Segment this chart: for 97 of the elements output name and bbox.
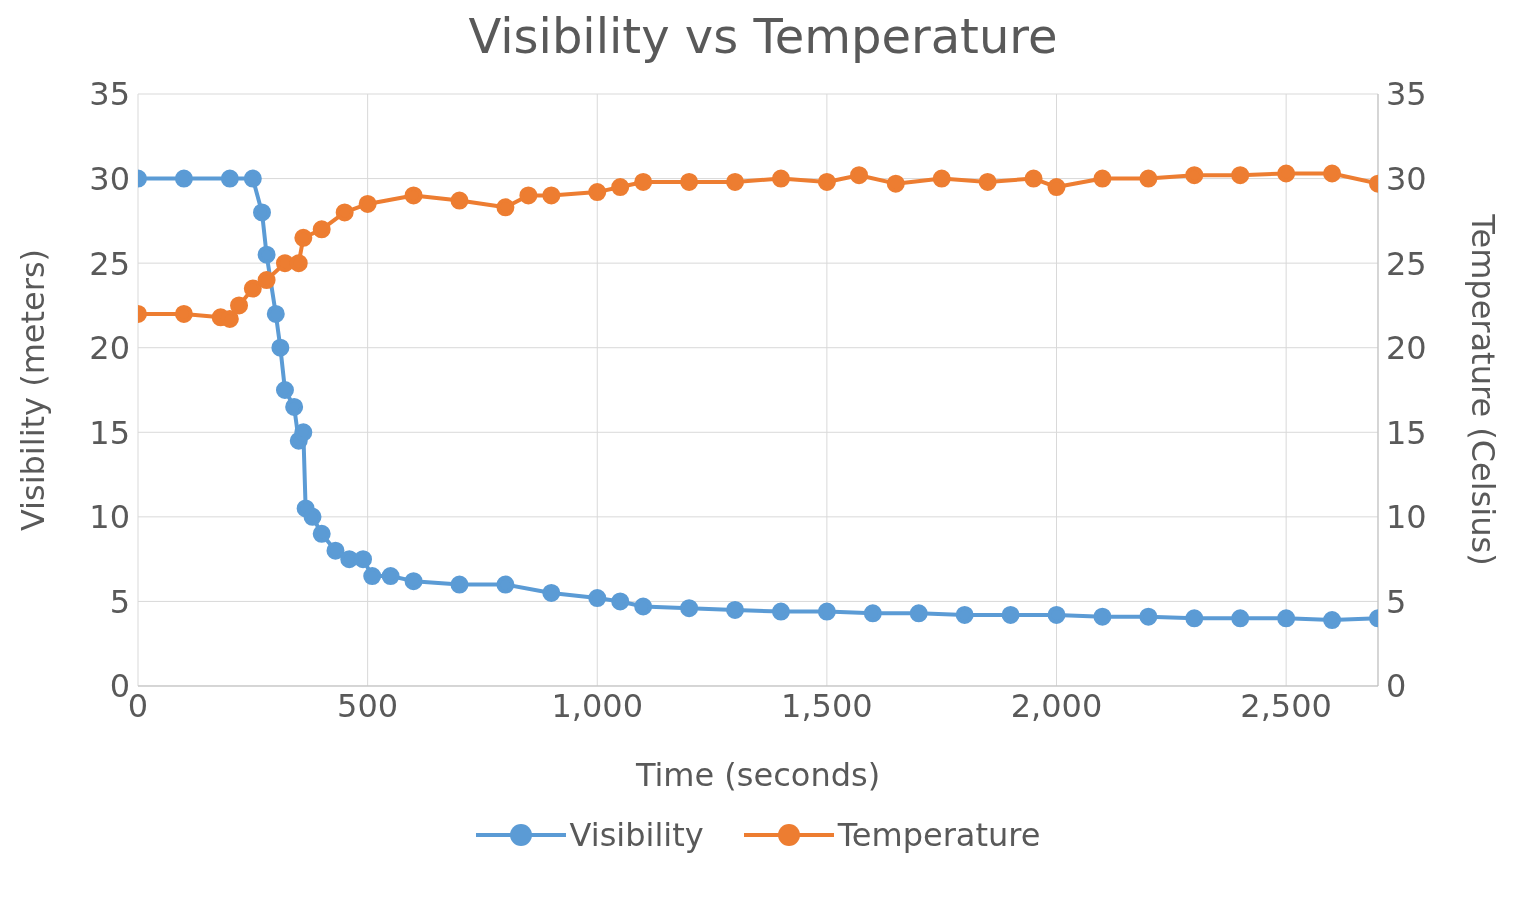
point bbox=[354, 550, 373, 569]
point bbox=[886, 174, 905, 193]
y-tick-label: 15 bbox=[89, 413, 130, 452]
point bbox=[1047, 178, 1066, 197]
point bbox=[726, 172, 745, 191]
point bbox=[680, 172, 699, 191]
point bbox=[496, 575, 515, 594]
point bbox=[634, 172, 653, 191]
point bbox=[611, 592, 630, 611]
y-tick-label: 35 bbox=[89, 75, 130, 114]
point bbox=[771, 169, 790, 188]
point bbox=[932, 169, 951, 188]
y-tick-label: 10 bbox=[89, 498, 130, 537]
point bbox=[303, 507, 322, 526]
point bbox=[588, 183, 607, 202]
point bbox=[909, 604, 928, 623]
point bbox=[1323, 611, 1342, 630]
point bbox=[289, 254, 308, 273]
x-tick-label: 1,000 bbox=[551, 686, 644, 725]
point bbox=[312, 524, 331, 543]
point bbox=[519, 186, 538, 205]
point bbox=[1231, 166, 1250, 185]
point bbox=[275, 381, 294, 399]
point bbox=[1093, 607, 1112, 626]
y2-tick-label: 35 bbox=[1386, 75, 1427, 114]
point bbox=[1001, 605, 1020, 624]
point bbox=[1139, 607, 1158, 626]
point bbox=[326, 541, 345, 560]
point bbox=[294, 228, 313, 247]
point bbox=[271, 338, 290, 357]
y-tick-label: 5 bbox=[109, 582, 130, 621]
chart-title: Visibility vs Temperature bbox=[467, 8, 1059, 64]
point bbox=[363, 567, 382, 586]
point bbox=[257, 245, 276, 264]
y-tick-label: 25 bbox=[89, 244, 130, 283]
point bbox=[253, 203, 271, 222]
point bbox=[285, 397, 304, 416]
point bbox=[817, 602, 836, 621]
point bbox=[850, 166, 869, 185]
point bbox=[257, 271, 276, 290]
point bbox=[542, 186, 561, 205]
point bbox=[680, 599, 699, 618]
point bbox=[312, 220, 331, 239]
y2-tick-label: 20 bbox=[1386, 329, 1427, 368]
x-tick-label: 500 bbox=[337, 686, 399, 725]
point bbox=[174, 304, 193, 323]
y2-tick-label: 25 bbox=[1386, 244, 1427, 283]
y2-tick-label: 15 bbox=[1386, 413, 1427, 452]
y-tick-label: 20 bbox=[89, 329, 130, 368]
point bbox=[450, 191, 469, 210]
y2-tick-label: 10 bbox=[1386, 498, 1427, 537]
point bbox=[1047, 605, 1066, 624]
point bbox=[978, 172, 997, 191]
point bbox=[1093, 169, 1112, 188]
point bbox=[1185, 166, 1204, 185]
point bbox=[335, 203, 354, 222]
y2-tick-label: 5 bbox=[1386, 582, 1407, 621]
point bbox=[1277, 609, 1296, 628]
point bbox=[771, 602, 790, 621]
point bbox=[611, 178, 630, 197]
point bbox=[243, 169, 262, 188]
legend-label: Visibility bbox=[569, 816, 704, 854]
y2-tick-label: 30 bbox=[1386, 159, 1427, 198]
y-tick-label: 30 bbox=[89, 159, 130, 198]
point bbox=[542, 583, 561, 602]
legend-label: Temperature bbox=[837, 816, 1041, 854]
point bbox=[1024, 169, 1043, 188]
point bbox=[404, 572, 423, 591]
y2-axis-title: Temperature (Celsius) bbox=[1463, 213, 1502, 566]
point bbox=[243, 279, 262, 298]
point bbox=[1323, 164, 1342, 183]
point bbox=[588, 589, 607, 608]
point bbox=[174, 169, 193, 188]
x-axis-title: Time (seconds) bbox=[634, 756, 881, 794]
point bbox=[726, 600, 745, 619]
point bbox=[358, 194, 377, 213]
point bbox=[381, 567, 400, 586]
point bbox=[1231, 609, 1250, 628]
point bbox=[450, 575, 469, 594]
x-tick-label: 1,500 bbox=[781, 686, 873, 725]
point bbox=[1139, 169, 1158, 188]
point bbox=[275, 254, 294, 273]
x-tick-label: 2,500 bbox=[1240, 686, 1332, 725]
y-axis-title: Visibility (meters) bbox=[14, 248, 53, 532]
point bbox=[863, 604, 882, 623]
point bbox=[294, 423, 313, 442]
point bbox=[817, 172, 836, 191]
point bbox=[220, 169, 239, 188]
x-tick-label: 2,000 bbox=[1010, 686, 1103, 725]
point bbox=[1185, 609, 1204, 628]
point bbox=[266, 304, 285, 323]
point bbox=[955, 605, 974, 624]
point bbox=[1277, 164, 1296, 183]
point bbox=[404, 186, 423, 205]
point bbox=[230, 296, 249, 315]
point bbox=[496, 198, 515, 217]
point bbox=[634, 597, 653, 616]
